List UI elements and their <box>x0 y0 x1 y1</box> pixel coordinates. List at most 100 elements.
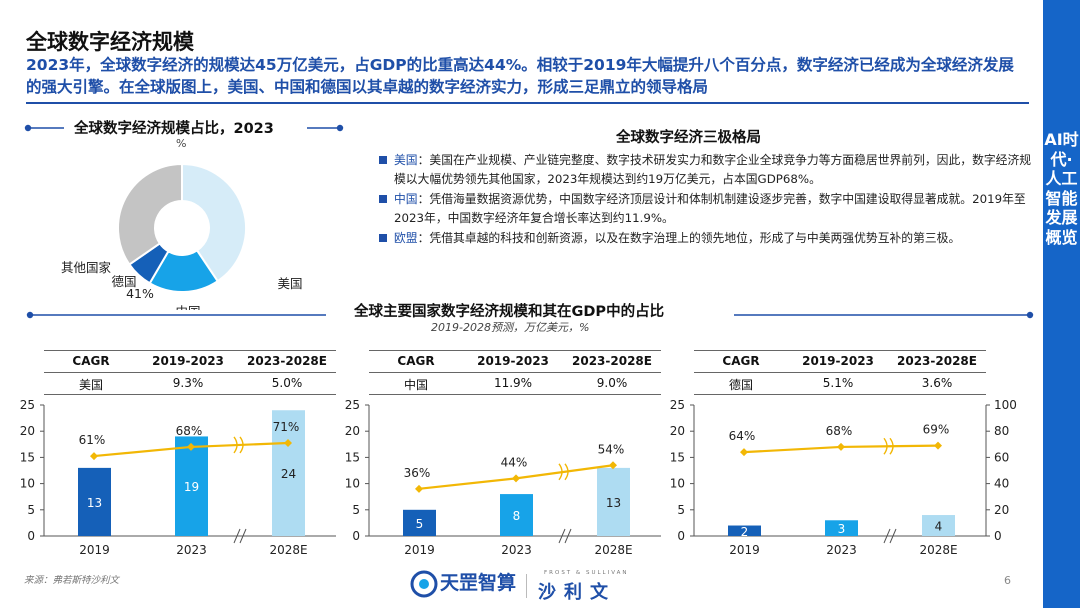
cagr-period-2: 2023-2028E <box>897 354 977 368</box>
bar <box>175 436 208 536</box>
cagr-header: CAGR <box>722 354 760 368</box>
x-tick-label: 2023 <box>501 543 532 557</box>
tripolar-text: ：凭借海量数据资源优势，中国数字经济顶层设计和体制机制建设逐步完善，数字中国建设… <box>394 192 1026 225</box>
x-tick-label: 2019 <box>404 543 435 557</box>
y-tick-label: 10 <box>670 477 685 491</box>
donut-chart: 41%美国18%中国7%德国35%其他国家 <box>61 162 303 310</box>
line-break-mark <box>564 463 569 481</box>
line-break-mark <box>233 436 238 454</box>
cagr-period-1: 2019-2023 <box>802 354 874 368</box>
share-label: 54% <box>598 442 625 456</box>
table-rule <box>694 394 986 395</box>
y-tick-label: 25 <box>670 398 685 412</box>
tripolar-key: 美国 <box>394 153 418 167</box>
sidebar-text: AI时代·人工智能发展概览 <box>1044 130 1079 247</box>
y-tick-label: 5 <box>352 503 360 517</box>
x-tick-label: 2028E <box>919 543 957 557</box>
slice-category-label: 中国 <box>175 304 200 310</box>
y2-tick-label: 0 <box>994 529 1002 543</box>
share-marker <box>284 438 292 447</box>
share-marker <box>609 461 617 470</box>
sidebar-band <box>1043 0 1080 608</box>
cagr-period-1: 2019-2023 <box>152 354 224 368</box>
bottom-header-decor <box>26 311 1034 319</box>
bar-value-label: 2 <box>741 525 749 539</box>
cagr-country: 德国 <box>728 378 753 392</box>
bar <box>597 467 630 536</box>
bar <box>825 520 858 536</box>
share-marker <box>934 441 942 450</box>
tripolar-text: ：凭借其卓越的科技和创新资源，以及在数字治理上的领先地位，形成了与中美两强优势互… <box>417 231 961 246</box>
share-marker <box>90 452 98 461</box>
tripolar-item: 欧盟：凭借其卓越的科技和创新资源，以及在数字治理上的领先地位，形成了与中美两强优… <box>378 229 1033 248</box>
country-chart-2: 0 5 10 15 20 25 0 20 40 60 80 100 2 2019 3 2023 4 2028E 64… <box>670 398 1017 557</box>
bar <box>922 515 955 536</box>
share-marker <box>187 442 195 451</box>
cagr-header: CAGR <box>397 354 435 368</box>
tripolar-item: 中国：凭借海量数据资源优势，中国数字经济顶层设计和体制机制建设逐步完善，数字中国… <box>378 190 1033 227</box>
bullet-square-icon <box>379 234 387 243</box>
y-tick-label: 25 <box>20 398 35 412</box>
tripolar-item: 美国：美国在产业规模、产业链完整度、数字技术研发实力和数字企业全球竞争力等方面稳… <box>378 151 1033 188</box>
y-tick-label: 0 <box>27 529 35 543</box>
y-tick-label: 5 <box>27 503 35 517</box>
bar-value-label: 5 <box>416 517 424 531</box>
bar-value-label: 13 <box>606 496 621 510</box>
cagr-country: 中国 <box>403 378 428 392</box>
cagr-table-de: CAGR 2019-2023 2023-2028E 德国 5.1% 3.6% <box>694 350 986 395</box>
logo-frost-sullivan-en: FROST & SULLIVAN <box>544 570 629 576</box>
share-label: 68% <box>176 424 203 438</box>
share-label: 36% <box>404 466 431 480</box>
cagr-period-2: 2023-2028E <box>247 354 327 368</box>
cagr-value-2: 9.0% <box>596 376 628 390</box>
axis-break-mark <box>889 528 897 544</box>
share-label: 68% <box>826 424 853 438</box>
bar <box>403 509 436 536</box>
share-label: 69% <box>923 423 950 437</box>
bar-value-label: 24 <box>281 467 296 481</box>
tripolar-list: 美国：美国在产业规模、产业链完整度、数字技术研发实力和数字企业全球竞争力等方面稳… <box>378 151 1033 250</box>
page-subtitle: 2023年，全球数字经济的规模达45万亿美元，占GDP的比重高达44%。相较于2… <box>26 56 1014 96</box>
logo-icon <box>410 570 438 598</box>
axis-break-mark <box>558 528 566 544</box>
slice-category-label: 其他国家 <box>61 260 112 275</box>
y-tick-label: 15 <box>20 450 35 464</box>
y-tick-label: 20 <box>20 424 35 438</box>
line-break-mark <box>558 463 563 481</box>
bar <box>500 494 533 536</box>
tripolar-text: ：美国在产业规模、产业链完整度、数字技术研发实力和数字企业全球竞争力等方面稳居世… <box>394 153 1032 186</box>
x-tick-label: 2019 <box>729 543 760 557</box>
bar <box>272 410 305 536</box>
donut-slice <box>117 162 183 266</box>
share-marker <box>512 474 520 483</box>
x-tick-label: 2023 <box>176 543 207 557</box>
axis-break-mark <box>233 528 241 544</box>
bullet-square-icon <box>379 156 387 164</box>
y2-tick-label: 40 <box>994 477 1009 491</box>
axis-break-mark <box>883 528 891 544</box>
donut-unit: % <box>176 137 187 150</box>
y-tick-label: 15 <box>670 450 685 464</box>
table-rule <box>694 372 986 373</box>
y-tick-label: 10 <box>345 477 360 491</box>
y-tick-label: 0 <box>677 529 685 543</box>
y-tick-label: 10 <box>20 477 35 491</box>
bar <box>728 525 761 536</box>
cagr-value-1: 5.1% <box>822 376 854 390</box>
bottom-title: 全球主要国家数字经济规模和其在GDP中的占比 <box>354 304 665 320</box>
y2-tick-label: 80 <box>994 424 1009 438</box>
slice-category-label: 德国 <box>111 274 136 289</box>
cagr-table-cn: CAGR 2019-2023 2023-2028E 中国 11.9% 9.0% <box>369 350 661 395</box>
page-title: 全球数字经济规模 <box>26 30 194 54</box>
slice-value-label: 41% <box>126 286 154 301</box>
source-note: 来源：弗若斯特沙利文 <box>24 575 120 586</box>
bar-value-label: 13 <box>87 496 102 510</box>
slice-category-label: 美国 <box>277 276 302 291</box>
y-tick-label: 5 <box>677 503 685 517</box>
donut-slice <box>181 162 247 283</box>
table-rule <box>44 372 336 373</box>
y2-tick-label: 100 <box>994 398 1017 412</box>
share-label: 64% <box>729 429 756 443</box>
tripolar-key: 中国 <box>394 192 418 207</box>
cagr-value-1: 9.3% <box>172 376 204 390</box>
